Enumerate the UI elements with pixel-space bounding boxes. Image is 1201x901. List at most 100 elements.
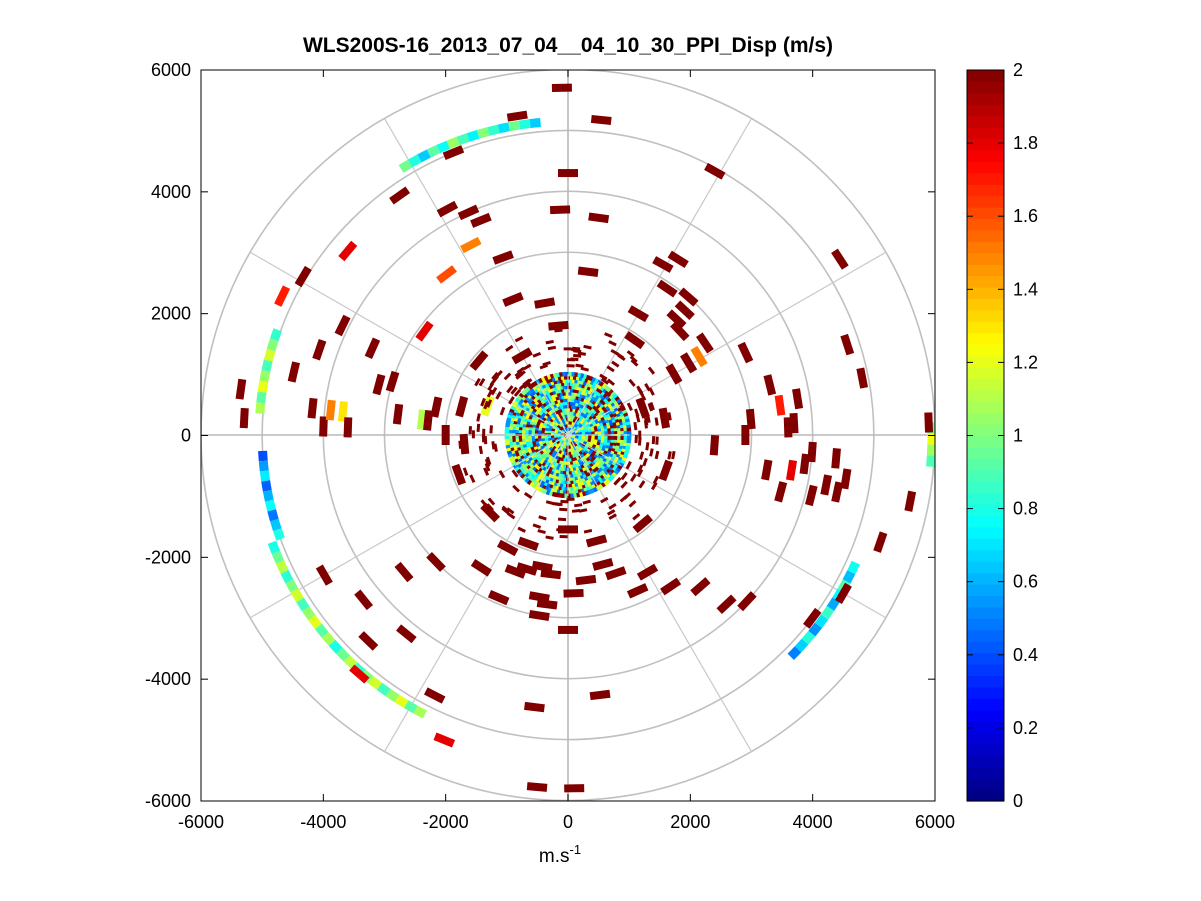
data-cell <box>319 416 328 437</box>
central-cell <box>611 392 618 399</box>
speckle-cell <box>637 464 644 473</box>
data-cell-mark <box>741 425 750 445</box>
outer-arc-segment <box>814 614 829 629</box>
data-cell-mark <box>307 397 318 419</box>
data-cell <box>312 338 327 361</box>
central-cell <box>607 388 614 395</box>
speckle-mark <box>628 499 637 508</box>
data-cell <box>392 403 404 425</box>
speckle-cell <box>545 535 554 540</box>
speckle-mark <box>637 464 644 473</box>
speckle-mark <box>545 500 555 506</box>
speckle-mark <box>486 389 494 398</box>
y-tick-label: 4000 <box>151 182 191 202</box>
data-cell-mark <box>459 433 470 455</box>
data-cell-mark <box>423 409 434 431</box>
outer-arc-segment <box>263 348 276 362</box>
speckle-mark <box>647 366 656 375</box>
central-cell <box>605 386 612 393</box>
data-cell-mark <box>626 583 649 599</box>
data-cell <box>457 204 480 221</box>
data-cell <box>325 399 336 421</box>
speckle-mark <box>664 464 671 473</box>
outer-arc-segment <box>487 124 500 136</box>
speckle-cell <box>566 497 575 501</box>
x-tick-label: 6000 <box>915 812 955 832</box>
speckle-cell <box>563 347 572 351</box>
colorbar-step <box>967 344 1004 357</box>
speckle-mark <box>583 528 593 534</box>
data-cell <box>590 114 612 125</box>
data-cell <box>626 583 649 599</box>
speckle-mark <box>495 391 502 400</box>
data-cell <box>627 305 650 323</box>
y-tick-label: 0 <box>181 426 191 446</box>
data-cell <box>904 490 917 512</box>
central-cell-mark <box>524 386 531 393</box>
x-tick-label: 0 <box>563 812 573 832</box>
colorbar-step <box>967 275 1004 288</box>
data-cell <box>665 363 683 385</box>
speckle-cell <box>654 417 659 426</box>
data-cell <box>524 701 545 713</box>
speckle-cell <box>560 499 569 504</box>
data-cell <box>680 352 698 374</box>
outer-arc-segment <box>336 647 351 662</box>
data-cell-mark <box>441 425 450 445</box>
data-cell-mark <box>761 459 773 481</box>
central-cell-mark <box>526 384 533 391</box>
speckle-mark <box>545 535 554 540</box>
data-cell <box>678 287 699 307</box>
speckle-mark <box>636 468 644 478</box>
speckle-mark <box>629 355 638 363</box>
speckle-mark <box>633 421 638 431</box>
speckle-mark <box>514 369 523 378</box>
data-cell-mark <box>690 577 711 597</box>
colorbar-step <box>967 321 1004 334</box>
speckle-cell <box>637 437 642 446</box>
speckle-mark <box>671 450 676 460</box>
speckle-mark <box>501 505 510 513</box>
speckle-mark <box>486 503 494 512</box>
speckle-mark <box>566 364 575 368</box>
data-cell <box>577 266 599 277</box>
speckle-cell <box>650 481 658 491</box>
data-cell <box>396 624 417 644</box>
outer-arc-segment <box>280 569 294 584</box>
colorbar-step <box>967 241 1004 254</box>
speckle-cell <box>478 445 484 455</box>
data-cell <box>558 169 578 178</box>
data-cell <box>372 373 386 396</box>
central-cell <box>615 466 622 473</box>
data-cell-mark <box>575 574 597 586</box>
speckle-mark <box>608 502 617 510</box>
data-cell-mark <box>502 291 524 307</box>
central-cell-mark <box>611 392 618 399</box>
data-cell-mark <box>558 625 578 634</box>
colorbar-step <box>967 229 1004 242</box>
speckle-cell <box>638 480 646 489</box>
speckle-mark <box>645 442 650 451</box>
speckle-cell <box>649 448 654 457</box>
colorbar-step <box>967 583 1004 597</box>
data-cell-mark <box>589 689 611 701</box>
central-cell <box>626 435 632 441</box>
speckle-cell <box>629 473 637 482</box>
colorbar-step <box>967 755 1004 768</box>
speckle-mark <box>642 457 648 467</box>
speckle-mark <box>486 456 492 466</box>
colorbar-step <box>967 698 1004 711</box>
data-cell <box>799 453 810 475</box>
speckle-cell <box>495 391 502 400</box>
central-cell-mark <box>518 392 525 399</box>
data-cell <box>660 577 682 596</box>
speckle-cell <box>506 385 514 394</box>
speckle-cell <box>575 363 584 368</box>
outer-arc-segment <box>257 380 269 393</box>
speckle-mark <box>506 385 514 394</box>
speckle-mark <box>476 423 481 432</box>
data-cell <box>605 566 627 581</box>
speckle-cell <box>611 360 620 368</box>
outer-arc-segment <box>466 129 480 142</box>
outer-arc-segment <box>314 623 329 638</box>
